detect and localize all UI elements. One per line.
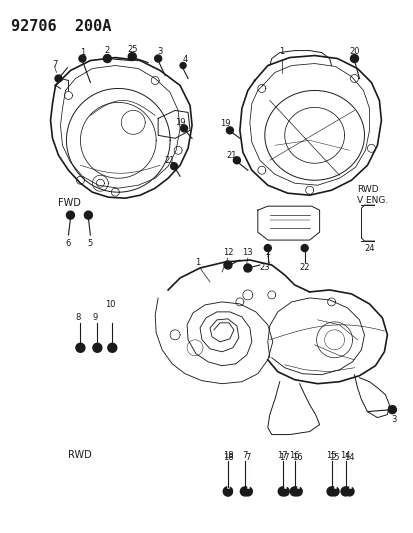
Circle shape [292, 487, 301, 496]
Text: 9: 9 [93, 313, 98, 322]
Text: 6: 6 [66, 239, 71, 247]
Circle shape [340, 487, 349, 496]
Circle shape [128, 53, 136, 61]
Circle shape [226, 127, 233, 134]
Text: 21: 21 [226, 151, 237, 160]
Text: 1: 1 [195, 257, 200, 266]
Circle shape [350, 54, 358, 62]
Text: 10: 10 [105, 301, 115, 309]
Circle shape [278, 487, 287, 496]
Text: 22: 22 [299, 263, 309, 272]
Circle shape [233, 157, 240, 164]
Circle shape [387, 406, 395, 414]
Text: 18: 18 [222, 451, 233, 460]
Text: RWD
V ENG.: RWD V ENG. [357, 185, 388, 205]
Circle shape [243, 264, 251, 272]
Text: 4: 4 [182, 55, 187, 64]
Text: 92706  200A: 92706 200A [11, 19, 111, 34]
Text: 24: 24 [363, 244, 374, 253]
Circle shape [103, 54, 111, 62]
Circle shape [223, 487, 232, 496]
Text: 7: 7 [242, 451, 247, 460]
Circle shape [240, 487, 249, 496]
Circle shape [107, 343, 116, 352]
Circle shape [329, 487, 338, 496]
Circle shape [243, 487, 252, 496]
Circle shape [263, 245, 271, 252]
Text: 2: 2 [104, 46, 110, 55]
Circle shape [154, 55, 161, 62]
Text: 7: 7 [244, 453, 250, 462]
Circle shape [84, 211, 92, 219]
Circle shape [66, 211, 74, 219]
Text: 1: 1 [278, 47, 284, 56]
Text: 5: 5 [88, 239, 93, 247]
Text: FWD: FWD [58, 198, 81, 208]
Text: 23: 23 [259, 263, 269, 272]
Circle shape [79, 55, 86, 62]
Text: 20: 20 [349, 47, 359, 56]
Text: 7: 7 [52, 60, 57, 69]
Circle shape [180, 62, 185, 69]
Text: 14: 14 [344, 453, 354, 462]
Text: 19: 19 [219, 119, 230, 128]
Circle shape [344, 487, 353, 496]
Text: 15: 15 [328, 453, 339, 462]
Circle shape [76, 343, 85, 352]
Text: 21: 21 [164, 156, 175, 165]
Circle shape [55, 75, 62, 82]
Text: 1: 1 [80, 48, 85, 57]
Text: 12: 12 [222, 247, 233, 256]
Text: 13: 13 [242, 247, 253, 256]
Circle shape [290, 487, 299, 496]
Text: 25: 25 [127, 45, 137, 54]
Text: 14: 14 [339, 451, 350, 460]
Circle shape [180, 125, 187, 132]
Text: 3: 3 [157, 47, 162, 56]
Text: 16: 16 [292, 453, 302, 462]
Circle shape [93, 343, 102, 352]
Circle shape [170, 163, 177, 169]
Text: 19: 19 [174, 118, 185, 127]
Circle shape [326, 487, 335, 496]
Text: 3: 3 [390, 415, 396, 424]
Circle shape [300, 245, 307, 252]
Text: 8: 8 [76, 313, 81, 322]
Circle shape [280, 487, 289, 496]
Circle shape [223, 261, 231, 269]
Circle shape [223, 487, 232, 496]
Text: 17: 17 [279, 453, 290, 462]
Text: 15: 15 [325, 451, 336, 460]
Text: 18: 18 [222, 453, 233, 462]
Text: RWD: RWD [68, 449, 92, 459]
Text: 2: 2 [265, 247, 270, 256]
Text: 17: 17 [277, 451, 287, 460]
Text: 16: 16 [289, 451, 299, 460]
